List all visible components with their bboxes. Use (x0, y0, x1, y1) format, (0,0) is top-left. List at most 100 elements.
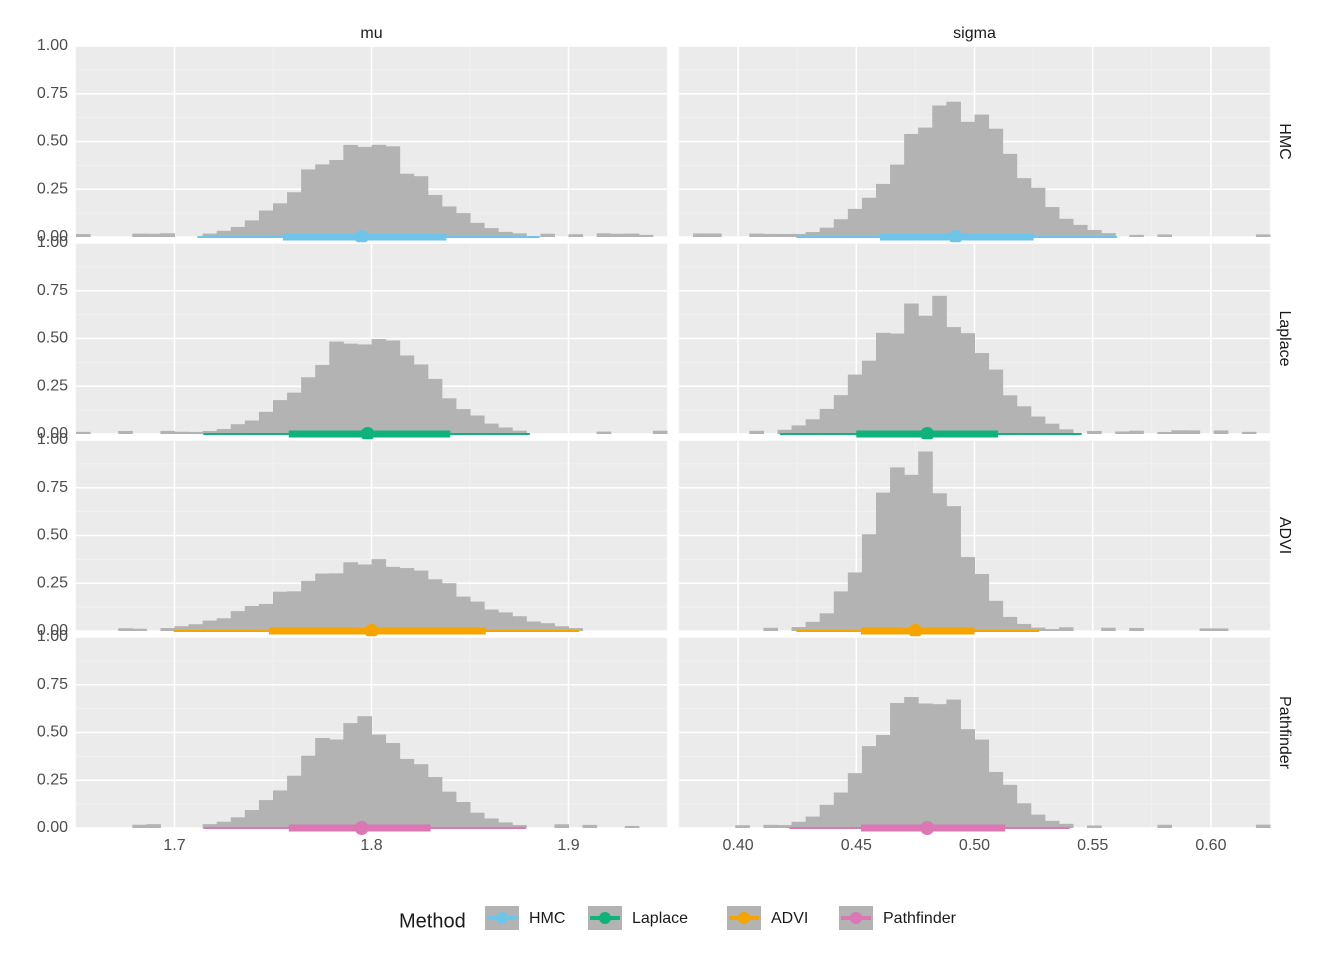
hist-bar (653, 431, 668, 434)
hist-bar (820, 228, 835, 237)
hist-bar (989, 601, 1004, 631)
hist-bar (820, 613, 835, 631)
hist-bar (343, 562, 358, 631)
hist-bar (890, 165, 905, 237)
hist-bar (625, 826, 640, 828)
hist-bar (960, 333, 975, 434)
hist-bar (540, 234, 555, 237)
y-tick-label: 0.00 (37, 819, 68, 836)
legend-label: ADVI (771, 910, 808, 927)
hist-bar (118, 628, 133, 631)
hist-bar (1214, 430, 1229, 434)
hist-bar (890, 334, 905, 434)
hist-bar (848, 572, 863, 631)
hist-bar (569, 234, 584, 237)
hist-bar (512, 616, 527, 631)
strip-right-Laplace: Laplace (1276, 310, 1293, 366)
hist-bar (1045, 207, 1060, 237)
hist-bar (932, 493, 947, 631)
hist-bar (357, 564, 372, 631)
hist-bar (386, 567, 401, 631)
hist-bar (1045, 629, 1060, 631)
hist-bar (484, 610, 499, 631)
hist-bar (245, 421, 260, 434)
hist-bar (386, 340, 401, 434)
hist-bar (245, 810, 260, 828)
hist-bar (442, 792, 457, 828)
x-tick-label: 1.9 (557, 837, 579, 854)
hist-bar (1031, 188, 1046, 237)
y-tick-label: 0.25 (37, 771, 68, 788)
hist-bar (329, 160, 344, 237)
hist-bar (287, 192, 302, 237)
hist-bar (1017, 406, 1032, 434)
hist-bar (400, 759, 415, 828)
hist-bar (918, 452, 933, 631)
hist-bar (1017, 624, 1032, 631)
hist-bar (960, 557, 975, 631)
hist-bar (372, 735, 387, 828)
hist-bar (1087, 230, 1102, 237)
hist-bar (876, 333, 891, 434)
hist-bar (1003, 617, 1018, 631)
hist-bar (540, 623, 555, 631)
hist-bar (160, 431, 175, 434)
hist-bar (245, 606, 260, 631)
hist-bar (301, 377, 316, 434)
hist-bar (693, 233, 708, 237)
hist-bar (203, 621, 218, 631)
hist-bar (259, 604, 274, 631)
legend-title: Method (399, 910, 466, 932)
hist-bar (1017, 178, 1032, 237)
point-estimate (920, 427, 934, 441)
hist-bar (400, 174, 415, 237)
hist-bar (343, 344, 358, 434)
hist-bar (189, 432, 204, 434)
hist-bar (904, 475, 919, 631)
hist-bar (763, 234, 778, 237)
hist-bar (470, 223, 485, 237)
hist-bar (526, 621, 541, 631)
hist-bar (372, 559, 387, 631)
hist-bar (442, 398, 457, 434)
hist-bar (386, 146, 401, 237)
hist-bar (946, 102, 961, 237)
hist-bar (1242, 432, 1257, 434)
strip-right-HMC: HMC (1276, 123, 1293, 159)
hist-bar (1101, 628, 1116, 631)
hist-bar (1087, 826, 1102, 828)
hist-bar (932, 704, 947, 828)
hist-bar (132, 234, 147, 237)
legend-label: Laplace (632, 910, 688, 927)
y-tick-label: 0.50 (37, 330, 68, 347)
hist-bar (456, 213, 471, 237)
hist-bar (975, 574, 990, 631)
hist-bar (834, 395, 849, 434)
chart-svg: musigmaHMCLaplaceADVIPathfinder0.000.250… (0, 0, 1344, 960)
hist-bar (315, 365, 330, 434)
hist-bar (442, 206, 457, 237)
hist-bar (904, 697, 919, 828)
hist-bar (890, 467, 905, 631)
hist-bar (862, 198, 877, 237)
hist-bar (301, 169, 316, 237)
hist-bar (146, 824, 161, 828)
hist-bar (975, 115, 990, 237)
hist-bar (132, 629, 147, 631)
hist-bar (1045, 424, 1060, 434)
hist-bar (428, 777, 443, 828)
hist-bar (1031, 416, 1046, 434)
hist-bar (1157, 825, 1172, 828)
hist-bar (175, 432, 190, 434)
x-tick-label: 1.8 (360, 837, 382, 854)
y-tick-label: 0.25 (37, 574, 68, 591)
hist-bar (273, 790, 288, 828)
hist-bar (146, 234, 161, 237)
hist-bar (611, 234, 626, 237)
y-tick-label: 0.75 (37, 479, 68, 496)
hist-bar (76, 432, 91, 434)
hist-bar (386, 743, 401, 828)
panel-Laplace-mu (76, 243, 668, 441)
hist-bar (329, 740, 344, 828)
hist-bar (287, 776, 302, 828)
